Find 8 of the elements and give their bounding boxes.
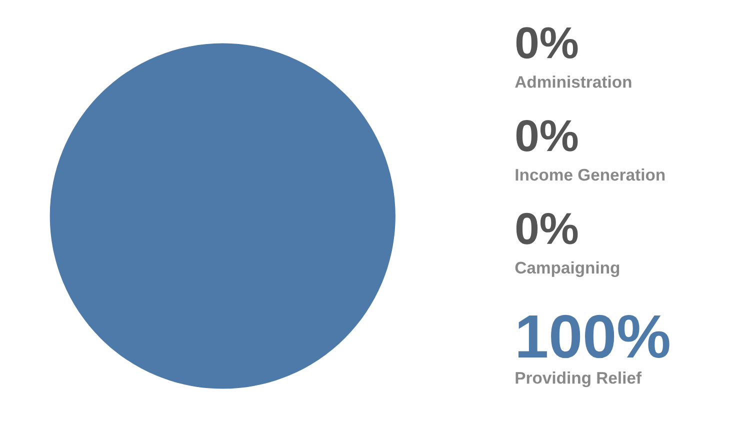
text: 0% (516, 27, 578, 59)
data-label: 100% (518, 314, 670, 358)
slice-label: Providing Relief (516, 372, 642, 388)
text: 0% (516, 120, 578, 152)
category-label: Income Generation (516, 168, 665, 181)
category-label: Campaigning (515, 261, 620, 277)
text: 0% (516, 212, 578, 244)
category-label: Administration (515, 76, 632, 88)
